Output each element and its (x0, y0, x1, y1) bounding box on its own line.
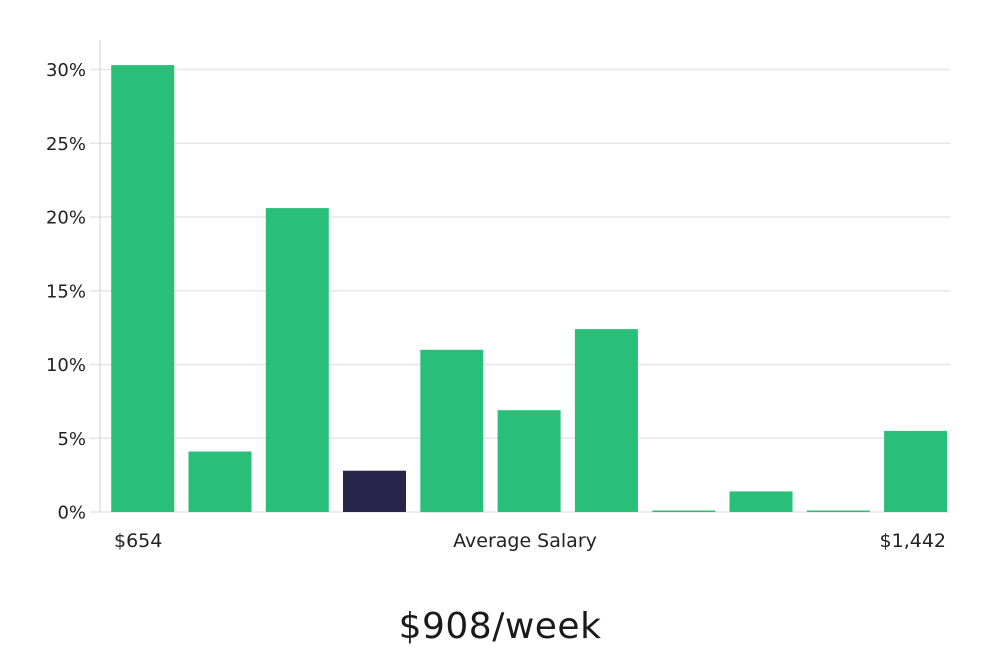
y-tick-label: 0% (57, 503, 86, 524)
gridlines (90, 68, 950, 513)
x-label-min: $654 (114, 530, 162, 552)
y-axis-tick-labels: 0% 5% 10% 15% 20% 25% 30% (46, 60, 86, 524)
x-axis-title: Average Salary (453, 530, 597, 552)
y-tick-label: 25% (46, 134, 86, 155)
bar (420, 349, 484, 513)
bar (111, 65, 175, 512)
bar (652, 510, 716, 512)
bar (729, 491, 793, 512)
y-tick-label: 15% (46, 281, 86, 302)
y-tick-label: 10% (46, 355, 86, 376)
y-tick-label: 5% (57, 429, 86, 450)
bar (884, 430, 948, 512)
bars (111, 65, 948, 513)
y-tick-label: 30% (46, 60, 86, 81)
bar (806, 510, 870, 512)
average-salary-headline: $908/week (398, 606, 602, 647)
bar (265, 208, 329, 512)
x-label-max: $1,442 (880, 530, 946, 552)
bar (188, 451, 252, 512)
bar-highlighted (343, 470, 406, 512)
bar (497, 410, 561, 512)
bar (574, 329, 638, 512)
salary-histogram: 0%5%10%15%20%25%30% $654 Average Salary … (46, 40, 950, 552)
y-tick-label: 20% (46, 208, 86, 229)
